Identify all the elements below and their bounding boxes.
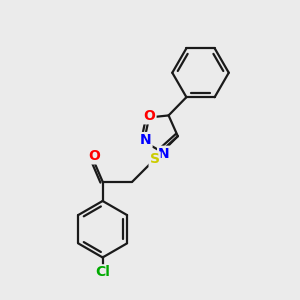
Text: Cl: Cl [95, 265, 110, 279]
Text: N: N [140, 133, 152, 147]
Text: O: O [88, 149, 100, 164]
Text: N: N [158, 147, 170, 161]
Text: S: S [150, 152, 160, 167]
Text: O: O [144, 109, 155, 123]
